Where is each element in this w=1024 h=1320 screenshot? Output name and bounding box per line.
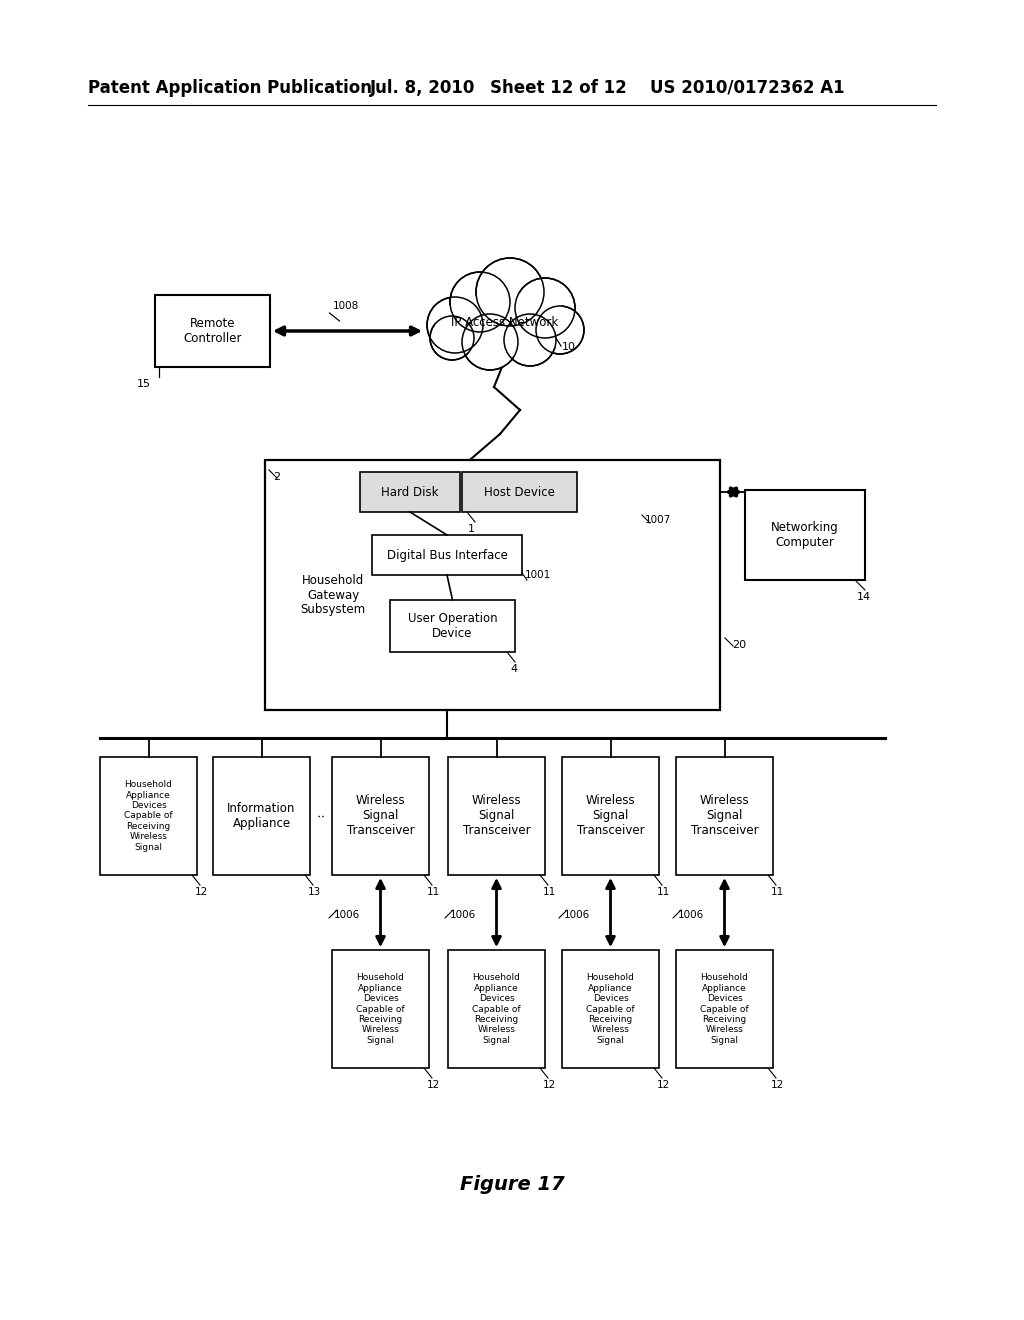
Text: Hard Disk: Hard Disk [381,486,438,499]
Text: US 2010/0172362 A1: US 2010/0172362 A1 [650,79,845,96]
Bar [562,756,659,875]
Text: User Operation
Device: User Operation Device [408,612,498,640]
Text: Wireless
Signal
Transceiver: Wireless Signal Transceiver [577,795,644,837]
Text: 11: 11 [657,887,671,898]
Text: Digital Bus Interface: Digital Bus Interface [387,549,508,561]
Text: Sheet 12 of 12: Sheet 12 of 12 [490,79,627,96]
Bar [372,535,522,576]
Circle shape [515,279,575,338]
Circle shape [450,272,510,333]
Text: 10: 10 [562,342,575,352]
Text: Remote
Controller: Remote Controller [183,317,242,345]
Text: 1007: 1007 [645,515,672,525]
Bar [449,756,545,875]
Text: Household
Appliance
Devices
Capable of
Receiving
Wireless
Signal: Household Appliance Devices Capable of R… [586,973,635,1044]
Text: Household
Gateway
Subsystem: Household Gateway Subsystem [300,573,366,616]
Bar [100,756,197,875]
Text: 1006: 1006 [678,909,705,920]
Text: Household
Appliance
Devices
Capable of
Receiving
Wireless
Signal: Household Appliance Devices Capable of R… [700,973,749,1044]
Text: 1006: 1006 [564,909,590,920]
Text: Information
Appliance: Information Appliance [227,803,296,830]
Text: 12: 12 [543,1080,556,1090]
Bar [390,601,515,652]
Text: Household
Appliance
Devices
Capable of
Receiving
Wireless
Signal: Household Appliance Devices Capable of R… [356,973,404,1044]
Bar [213,756,310,875]
Text: IP Access Network: IP Access Network [452,315,559,329]
Text: Wireless
Signal
Transceiver: Wireless Signal Transceiver [463,795,530,837]
Text: 2: 2 [273,473,281,482]
Circle shape [504,314,556,366]
Text: 12: 12 [427,1080,440,1090]
Ellipse shape [435,293,575,358]
Bar [745,490,865,579]
Bar [265,459,720,710]
Text: 11: 11 [543,887,556,898]
Text: 4: 4 [510,664,517,675]
Bar [676,950,773,1068]
Circle shape [476,257,544,326]
Text: 20: 20 [732,640,746,649]
Circle shape [536,306,584,354]
Text: Jul. 8, 2010: Jul. 8, 2010 [370,79,475,96]
Text: 1006: 1006 [450,909,476,920]
Bar [676,756,773,875]
Text: 15: 15 [137,379,151,389]
Text: Host Device: Host Device [484,486,555,499]
Text: 11: 11 [771,887,784,898]
Bar [462,473,577,512]
Text: 12: 12 [771,1080,784,1090]
Ellipse shape [445,300,565,350]
Text: 12: 12 [657,1080,671,1090]
Bar [332,756,429,875]
Text: Wireless
Signal
Transceiver: Wireless Signal Transceiver [690,795,759,837]
Circle shape [427,297,483,352]
Bar [562,950,659,1068]
Text: 1006: 1006 [334,909,360,920]
Bar [449,950,545,1068]
Circle shape [430,315,474,360]
Circle shape [462,314,518,370]
Text: 13: 13 [308,887,322,898]
Bar [155,294,270,367]
Text: Household
Appliance
Devices
Capable of
Receiving
Wireless
Signal: Household Appliance Devices Capable of R… [472,973,521,1044]
Text: 1001: 1001 [525,570,551,579]
Text: Wireless
Signal
Transceiver: Wireless Signal Transceiver [347,795,415,837]
Bar [332,950,429,1068]
Text: 1: 1 [468,524,475,535]
Text: 11: 11 [427,887,440,898]
Bar [360,473,460,512]
Text: Networking
Computer: Networking Computer [771,521,839,549]
Text: 1008: 1008 [333,301,358,312]
Text: Figure 17: Figure 17 [460,1176,564,1195]
Text: Patent Application Publication: Patent Application Publication [88,79,372,96]
Text: 14: 14 [857,591,871,602]
Text: 12: 12 [195,887,208,898]
Text: Household
Appliance
Devices
Capable of
Receiving
Wireless
Signal: Household Appliance Devices Capable of R… [124,780,173,851]
